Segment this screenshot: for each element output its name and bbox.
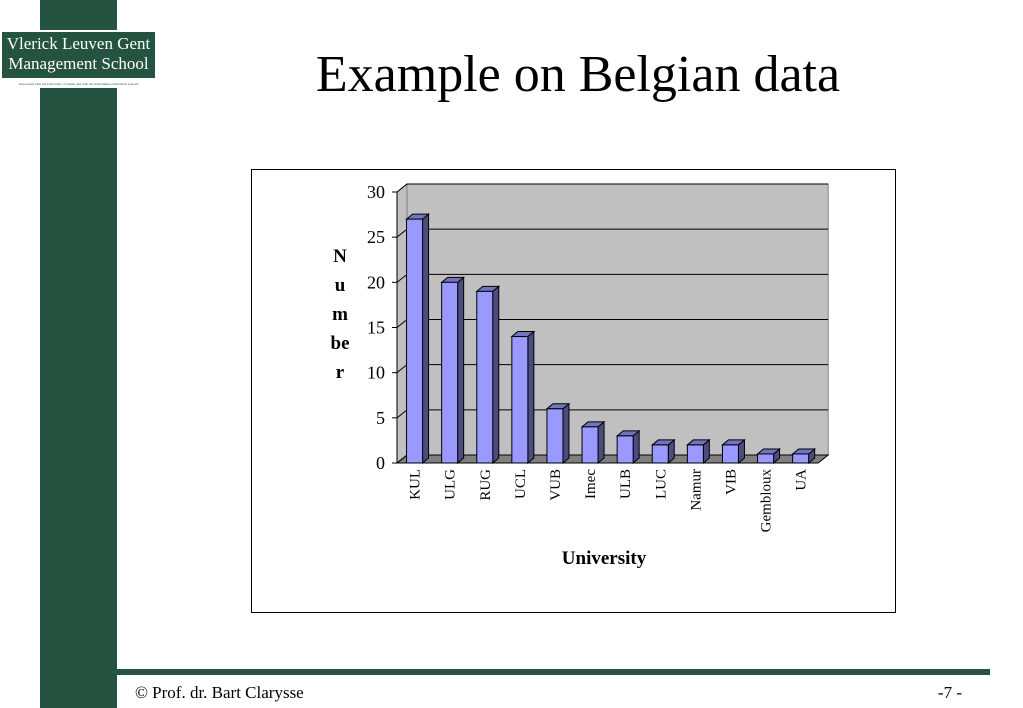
y-tick-label: 5 <box>376 408 385 428</box>
x-tick-label: Gembloux <box>759 469 775 533</box>
x-tick-label: VIB <box>723 469 739 495</box>
logo-box <box>2 32 155 78</box>
bar <box>616 435 634 464</box>
bar-side <box>597 420 605 465</box>
x-tick-label: KUL <box>408 469 424 500</box>
y-tick-label: 0 <box>376 453 385 473</box>
bar <box>792 453 810 464</box>
page-number: -7 - <box>937 683 962 702</box>
logo-line: Management School <box>8 54 149 73</box>
bar <box>441 281 459 464</box>
logo-line: Vlerick Leuven Gent <box>6 34 151 53</box>
bar-side <box>562 402 570 465</box>
x-tick-label: LUC <box>653 469 669 499</box>
bar <box>757 453 775 464</box>
bar <box>476 290 494 464</box>
bar <box>406 218 424 464</box>
bar <box>581 426 599 464</box>
bar-side <box>527 330 535 465</box>
x-tick-label: UCL <box>513 469 529 499</box>
grid-line <box>396 183 829 193</box>
x-tick-label: VUB <box>548 469 564 501</box>
logo: Vlerick Leuven Gent Management School As… <box>0 30 157 88</box>
side-band <box>40 0 117 708</box>
x-tick-label: Namur <box>688 469 704 511</box>
bar-side <box>492 285 500 465</box>
y-tick-label: 30 <box>367 182 385 202</box>
y-tick-label: 25 <box>367 227 385 247</box>
y-tick-label: 10 <box>367 363 385 383</box>
y-axis-title: Number <box>330 246 350 383</box>
logo-tagline: Associated with the University of Ghent … <box>18 82 139 86</box>
x-tick-label: RUG <box>478 469 494 501</box>
x-tick-label: ULG <box>443 469 459 500</box>
bar-side <box>422 213 430 465</box>
slide-title: Example on Belgian data <box>315 46 841 103</box>
x-tick-label: Imec <box>583 469 599 499</box>
x-axis-title: University <box>561 548 647 569</box>
y-tick-label: 15 <box>367 318 385 338</box>
x-tick-label: UA <box>794 469 810 491</box>
footer-rule <box>117 669 990 675</box>
bar <box>511 336 529 464</box>
bar-side <box>457 276 465 465</box>
bar <box>651 444 669 464</box>
bar <box>686 444 704 464</box>
footer-author: © Prof. dr. Bart Clarysse <box>135 683 304 702</box>
y-tick-label: 20 <box>367 272 385 292</box>
bar <box>721 444 739 464</box>
bar <box>546 408 564 464</box>
x-tick-label: ULB <box>618 469 634 499</box>
chart-frame <box>251 169 896 613</box>
